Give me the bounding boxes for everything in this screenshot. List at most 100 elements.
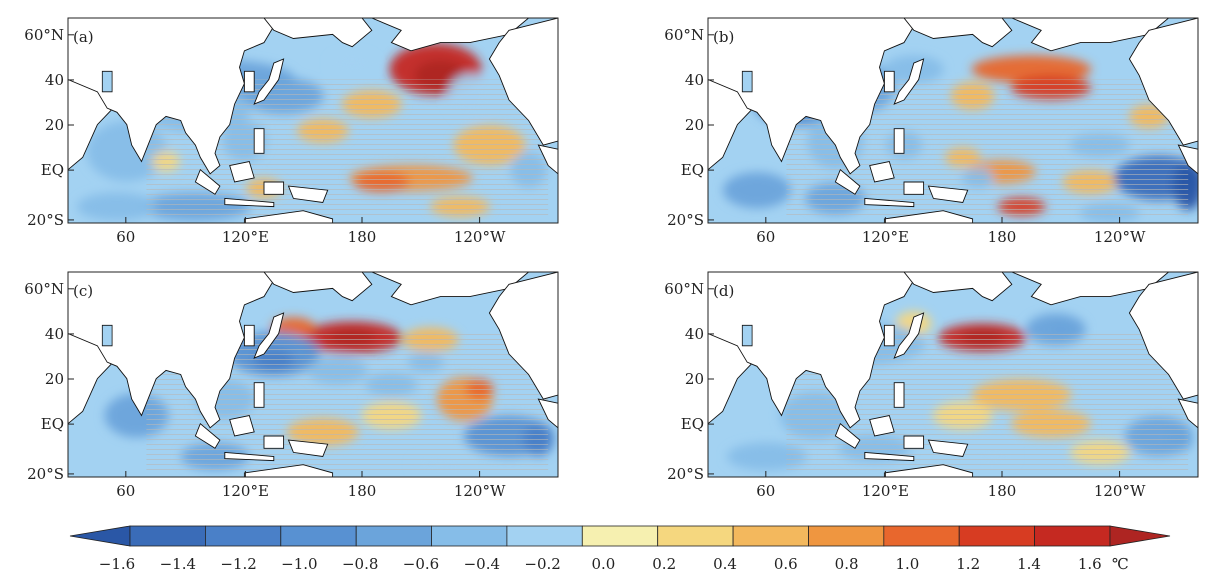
lon-tick-label: 60 bbox=[116, 482, 135, 500]
lat-tick-label: 40 bbox=[45, 71, 64, 89]
lat-tick-label: 60°N bbox=[664, 26, 704, 44]
map-panel-1: 60°N 40 20 EQ 20°S 60 120°E 180 120°W (a) bbox=[24, 17, 559, 246]
colorbar-label: −1.0 bbox=[281, 555, 317, 573]
land-mask bbox=[869, 160, 895, 183]
lat-tick-label: 20 bbox=[685, 370, 704, 388]
land-mask bbox=[253, 128, 265, 154]
colorbar-unit: ℃ bbox=[1112, 555, 1129, 573]
lon-tick-label: 120°W bbox=[454, 228, 506, 246]
land-mask bbox=[537, 398, 558, 429]
lon-tick-label: 180 bbox=[988, 228, 1017, 246]
lat-tick-label: EQ bbox=[681, 415, 704, 433]
map-frame bbox=[67, 17, 559, 224]
anomaly-contour bbox=[330, 53, 375, 74]
land-mask bbox=[287, 185, 329, 203]
panel-tag: (b) bbox=[713, 28, 734, 46]
land-mask bbox=[1177, 398, 1198, 429]
land-mask bbox=[834, 422, 861, 449]
anomaly-field bbox=[708, 18, 1198, 223]
lon-tick-label: 60 bbox=[756, 228, 775, 246]
lon-tick-label: 120°E bbox=[862, 482, 909, 500]
land-mask bbox=[537, 144, 558, 175]
anomaly-field bbox=[68, 18, 558, 223]
lon-tick-label: 180 bbox=[348, 482, 377, 500]
land-mask bbox=[708, 18, 915, 175]
land-mask bbox=[224, 197, 275, 208]
lon-tick-label: 120°E bbox=[222, 482, 269, 500]
land-mask bbox=[893, 128, 905, 154]
lon-tick-label: 60 bbox=[116, 228, 135, 246]
colorbar-label: −0.4 bbox=[464, 555, 500, 573]
land-mask bbox=[243, 210, 334, 223]
land-mask bbox=[1128, 272, 1198, 400]
colorbar-swatch bbox=[958, 525, 1036, 547]
colorbar-label: −0.2 bbox=[524, 555, 560, 573]
land-mask bbox=[927, 439, 969, 457]
land-mask bbox=[834, 168, 861, 195]
lat-tick-label: 40 bbox=[45, 325, 64, 343]
land-mask bbox=[229, 160, 255, 183]
land-mask bbox=[1128, 18, 1198, 146]
colorbar-label: 0.4 bbox=[713, 555, 737, 573]
land-mask bbox=[371, 272, 530, 306]
land-mask bbox=[903, 435, 925, 449]
land-mask bbox=[287, 439, 329, 457]
land-mask bbox=[903, 18, 1013, 48]
land-mask bbox=[194, 422, 221, 449]
colorbar-label: 0.2 bbox=[652, 555, 676, 573]
colorbar-label: −1.2 bbox=[220, 555, 256, 573]
land-mask bbox=[927, 185, 969, 203]
land-mask bbox=[371, 18, 530, 52]
caspian-sea bbox=[101, 324, 113, 347]
land-mask bbox=[708, 272, 915, 429]
colorbar-label: 0.0 bbox=[591, 555, 615, 573]
colorbar-swatch bbox=[129, 525, 206, 547]
colorbar-swatch bbox=[506, 525, 583, 547]
lon-tick-label: 120°E bbox=[222, 228, 269, 246]
land-mask bbox=[893, 382, 905, 408]
colorbar: −1.6 −1.4 −1.2 −1.0 −0.8 −0.6 −0.4 −0.2 0.0 0.2 0.… bbox=[69, 525, 1171, 573]
panel-tag: (d) bbox=[713, 282, 734, 300]
lon-tick-label: 120°W bbox=[1094, 228, 1146, 246]
land-mask bbox=[253, 312, 285, 359]
lat-tick-label: 60°N bbox=[24, 26, 64, 44]
land-mask bbox=[488, 272, 558, 400]
land-mask bbox=[194, 168, 221, 195]
land-mask bbox=[1011, 272, 1170, 306]
land-mask bbox=[883, 210, 974, 223]
anomaly-contour bbox=[723, 172, 791, 209]
land-mask bbox=[864, 197, 915, 208]
caspian-sea bbox=[101, 70, 113, 93]
colorbar-swatch bbox=[581, 525, 659, 547]
colorbar-swatch bbox=[355, 525, 433, 547]
anomaly-field bbox=[68, 272, 558, 477]
map-frame bbox=[707, 271, 1199, 478]
map-frame bbox=[67, 271, 559, 478]
panel-tag: (a) bbox=[73, 28, 94, 46]
colorbar-swatch bbox=[1034, 525, 1111, 547]
lat-tick-label: 20 bbox=[45, 370, 64, 388]
lon-tick-label: 120°W bbox=[454, 482, 506, 500]
colorbar-label: 1.4 bbox=[1017, 555, 1041, 573]
colorbar-swatch bbox=[280, 525, 357, 547]
lat-tick-label: EQ bbox=[41, 161, 64, 179]
land-mask bbox=[68, 18, 275, 175]
land-mask bbox=[253, 382, 265, 408]
land-mask bbox=[883, 464, 974, 477]
land-mask bbox=[488, 18, 558, 146]
panel-tag: (c) bbox=[73, 282, 93, 300]
land-mask bbox=[243, 70, 255, 93]
land-mask bbox=[903, 181, 925, 195]
lat-tick-label: EQ bbox=[681, 161, 704, 179]
colorbar-label: −0.6 bbox=[403, 555, 439, 573]
lat-tick-label: 60°N bbox=[24, 280, 64, 298]
map-frame bbox=[707, 17, 1199, 224]
colorbar-swatch bbox=[808, 525, 885, 547]
land-mask bbox=[1177, 144, 1198, 175]
lat-tick-label: 20°S bbox=[667, 211, 704, 229]
colorbar-swatch bbox=[1109, 525, 1171, 547]
land-mask bbox=[903, 272, 1013, 302]
lat-tick-label: 60°N bbox=[664, 280, 704, 298]
lon-tick-label: 120°W bbox=[1094, 482, 1146, 500]
